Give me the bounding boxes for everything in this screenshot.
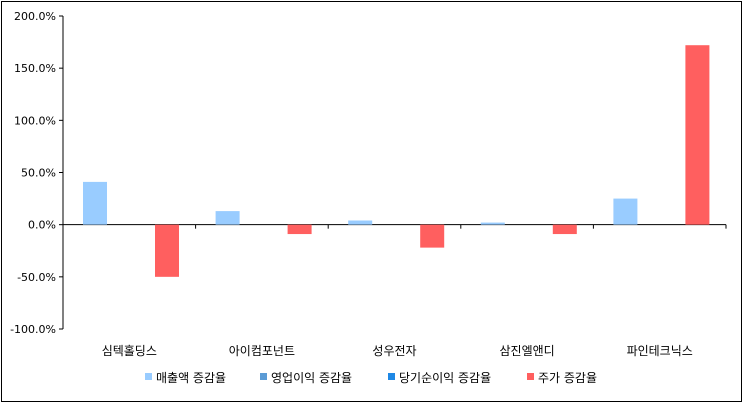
bar: [155, 224, 179, 277]
category-label: 파인테크닉스: [627, 344, 693, 358]
y-tick-label: 50.0%: [21, 167, 56, 180]
legend-label: 당기순이익 증감율: [399, 371, 491, 385]
bar: [287, 224, 312, 235]
legend-label: 영업이익 증감율: [271, 371, 352, 385]
y-tick-label: -50.0%: [17, 271, 56, 284]
legend: 매출액 증감율 영업이익 증감율 당기순이익 증감율 주가 증감율: [145, 371, 597, 385]
bar: [685, 45, 710, 225]
bar: [420, 224, 445, 248]
bars: [83, 45, 710, 277]
y-tick-label: 100.0%: [14, 114, 56, 127]
category-label: 삼진엘앤디: [499, 344, 554, 358]
bar: [348, 220, 373, 225]
axes: [62, 16, 726, 329]
bar: [552, 224, 577, 235]
category-label: 성우전자: [372, 344, 416, 358]
category-label: 아이컴포넌트: [229, 344, 295, 358]
legend-swatch: [388, 373, 395, 380]
y-tick-label: -100.0%: [10, 323, 56, 336]
legend-label: 매출액 증감율: [156, 371, 226, 385]
legend-swatch: [260, 373, 267, 380]
category-label: 심텍홀딩스: [102, 344, 157, 358]
y-tick-label: 200.0%: [14, 10, 56, 23]
legend-label: 주가 증감율: [538, 371, 597, 385]
bar: [83, 181, 107, 225]
bar: [480, 222, 505, 225]
legend-swatch: [527, 373, 534, 380]
y-tick-label: 0.0%: [28, 219, 56, 232]
category-labels: 심텍홀딩스 아이컴포넌트 성우전자 삼진엘앤디 파인테크닉스: [62, 224, 727, 358]
y-tick-label: 150.0%: [14, 62, 56, 75]
legend-swatch: [145, 373, 152, 380]
y-ticks: 200.0% 150.0% 100.0% 50.0% 0.0% -50.0% -100.0%: [10, 10, 63, 336]
bar: [613, 198, 638, 225]
bar: [215, 211, 240, 225]
